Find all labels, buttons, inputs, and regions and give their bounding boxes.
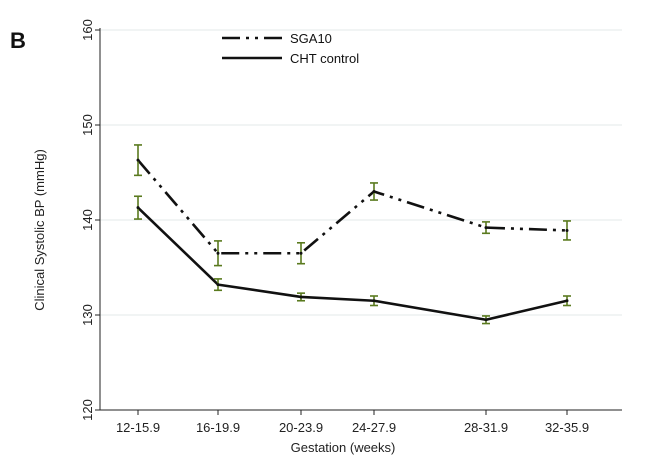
legend: SGA10 CHT control bbox=[222, 31, 359, 66]
data-point bbox=[136, 158, 140, 162]
grid bbox=[100, 29, 622, 411]
data-point bbox=[216, 251, 220, 255]
x-tick-label: 12-15.9 bbox=[116, 420, 160, 435]
series-layer bbox=[134, 144, 571, 325]
x-tick-label: 20-23.9 bbox=[279, 420, 323, 435]
x-tick-label: 16-19.9 bbox=[196, 420, 240, 435]
legend-label: SGA10 bbox=[290, 31, 332, 46]
series-0 bbox=[134, 144, 571, 267]
y-ticks: 120 130 140 150 160 bbox=[80, 19, 100, 421]
series-line bbox=[137, 206, 568, 322]
data-point bbox=[565, 228, 569, 232]
data-point bbox=[372, 299, 376, 303]
x-tick-label: 32-35.9 bbox=[545, 420, 589, 435]
x-ticks: 12-15.9 16-19.9 20-23.9 24-27.9 28-31.9 32-35… bbox=[116, 410, 589, 435]
data-point bbox=[484, 318, 488, 322]
y-tick-label: 120 bbox=[80, 399, 95, 421]
x-tick-label: 24-27.9 bbox=[352, 420, 396, 435]
y-tick-label: 160 bbox=[80, 19, 95, 41]
data-point bbox=[216, 283, 220, 287]
x-tick-label: 28-31.9 bbox=[464, 420, 508, 435]
data-point bbox=[372, 190, 376, 193]
legend-item-0: SGA10 bbox=[222, 31, 332, 46]
data-point bbox=[565, 299, 569, 303]
y-axis-title: Clinical Systolic BP (mmHg) bbox=[32, 149, 47, 311]
data-point bbox=[299, 251, 303, 255]
y-tick-label: 140 bbox=[80, 209, 95, 231]
legend-item-1: CHT control bbox=[222, 51, 359, 66]
series-line bbox=[137, 159, 568, 255]
panel-label: B bbox=[10, 28, 26, 53]
data-point bbox=[484, 226, 488, 230]
data-point bbox=[136, 206, 140, 210]
x-axis-title: Gestation (weeks) bbox=[291, 440, 396, 455]
series-1 bbox=[134, 195, 571, 325]
legend-label: CHT control bbox=[290, 51, 359, 66]
data-point bbox=[299, 295, 303, 299]
y-tick-label: 150 bbox=[80, 114, 95, 136]
y-tick-label: 130 bbox=[80, 304, 95, 326]
